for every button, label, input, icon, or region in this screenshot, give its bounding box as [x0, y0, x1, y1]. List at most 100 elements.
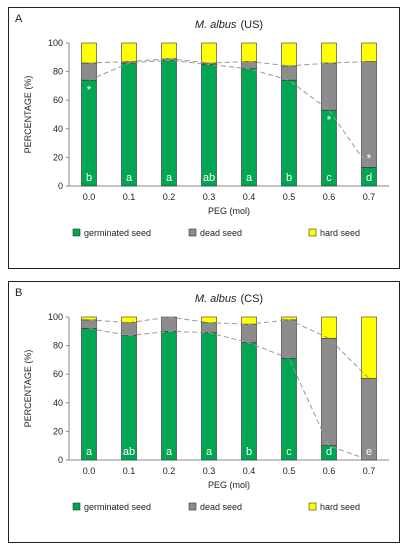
x-tick-label: 0.6	[323, 192, 336, 202]
bar-segment-dead-seed	[281, 319, 297, 359]
bar-segment-hard-seed	[361, 42, 377, 62]
y-tick-label: 60	[53, 95, 63, 105]
y-tick-label: 0	[58, 181, 63, 191]
significance-letter: c	[286, 446, 292, 458]
y-tick-label: 80	[53, 67, 63, 77]
germinated-trend-line	[88, 59, 370, 168]
bar-segment-germinated-seed	[161, 59, 177, 187]
x-tick-label: 0.7	[363, 192, 376, 202]
x-axis-label: PEG (mol)	[208, 206, 250, 216]
x-tick-label: 0.5	[283, 192, 296, 202]
significance-letter: a	[206, 446, 213, 458]
y-tick-label: 40	[53, 124, 63, 134]
dead-trend-line	[88, 58, 370, 67]
x-tick-label: 0.4	[243, 192, 256, 202]
bar-segment-dead-seed	[81, 62, 97, 81]
chart-title-suffix: (US)	[240, 19, 263, 31]
bar-segment-dead-seed	[241, 323, 257, 344]
bar-segment-hard-seed	[161, 42, 177, 60]
asterisk-marker: *	[367, 151, 372, 165]
bar-segment-hard-seed	[281, 42, 297, 67]
y-tick-label: 0	[58, 455, 63, 465]
significance-letter: a	[246, 172, 253, 184]
bar-segment-germinated-seed	[201, 64, 217, 187]
bar-segment-hard-seed	[81, 316, 97, 321]
dead-trend-line	[88, 316, 370, 379]
x-tick-label: 0.3	[203, 466, 216, 476]
significance-letter: d	[326, 446, 332, 458]
chart-title: M. albus (CS)	[195, 293, 263, 305]
bar-segment-hard-seed	[321, 42, 337, 64]
significance-letter: a	[86, 446, 93, 458]
significance-letter: ab	[123, 446, 135, 458]
bar-segment-dead-seed	[281, 65, 297, 81]
significance-letter: b	[86, 172, 92, 184]
bar-segment-hard-seed	[361, 316, 377, 379]
legend-swatch-hard-seed	[308, 502, 317, 511]
bar-segment-germinated-seed	[121, 335, 137, 461]
x-tick-label: 0.1	[123, 466, 136, 476]
bar-segment-germinated-seed	[81, 328, 97, 461]
legend-label-germinated-seed: germinated seed	[84, 228, 151, 238]
significance-letter: b	[246, 446, 252, 458]
legend-label-hard-seed: hard seed	[320, 502, 360, 512]
chart-panel-b: B M. albus (CS) PERCENTAGE (%) 0 20 40 60 80 100 a…	[8, 281, 400, 543]
y-axis-label: PERCENTAGE (%)	[23, 350, 33, 428]
significance-letter: b	[286, 172, 292, 184]
chart-title-suffix: (CS)	[240, 293, 263, 305]
bar-segment-dead-seed	[201, 322, 217, 334]
significance-letter: d	[366, 172, 372, 184]
chart-title-species: M. albus	[195, 293, 237, 305]
panel-letter: B	[15, 287, 22, 299]
bar-segment-dead-seed	[241, 61, 257, 70]
legend-label-germinated-seed: germinated seed	[84, 502, 151, 512]
x-tick-label: 0.2	[163, 192, 176, 202]
chart-panel-a: A M. albus (US) PERCENTAGE (%) 0 20 40 60 80 100 b…	[8, 7, 400, 269]
y-tick-label: 80	[53, 341, 63, 351]
y-axis-label: PERCENTAGE (%)	[23, 76, 33, 154]
bar-segment-dead-seed	[321, 62, 337, 111]
bar-segment-hard-seed	[241, 42, 257, 62]
bar-segment-dead-seed	[121, 322, 137, 336]
bar-segment-hard-seed	[321, 316, 337, 339]
x-tick-label: 0.1	[123, 192, 136, 202]
asterisk-marker: *	[327, 113, 332, 127]
significance-letter: a	[166, 446, 173, 458]
chart-title: M. albus (US)	[195, 19, 263, 31]
significance-letter: e	[366, 446, 372, 458]
legend-swatch-germinated-seed	[72, 228, 81, 237]
bar-segment-germinated-seed	[241, 342, 257, 461]
y-tick-label: 20	[53, 426, 63, 436]
y-tick-label: 20	[53, 152, 63, 162]
bar-segment-germinated-seed	[161, 330, 177, 461]
bar-segment-dead-seed	[81, 319, 97, 329]
bar-segment-hard-seed	[241, 316, 257, 325]
y-tick-label: 100	[48, 312, 63, 322]
bar-segment-germinated-seed	[281, 79, 297, 187]
x-tick-label: 0.3	[203, 192, 216, 202]
bar-segment-germinated-seed	[121, 62, 137, 187]
chart-title-species: M. albus	[195, 19, 237, 31]
x-tick-label: 0.6	[323, 466, 336, 476]
legend-label-dead-seed: dead seed	[200, 228, 242, 238]
asterisk-marker: *	[87, 83, 92, 97]
x-tick-label: 0.4	[243, 466, 256, 476]
bar-segment-germinated-seed	[201, 332, 217, 461]
y-tick-label: 60	[53, 369, 63, 379]
x-axis-label: PEG (mol)	[208, 480, 250, 490]
x-tick-label: 0.7	[363, 466, 376, 476]
y-tick-label: 100	[48, 38, 63, 48]
bar-segment-germinated-seed	[241, 68, 257, 187]
bar-segment-dead-seed	[321, 338, 337, 447]
legend-swatch-germinated-seed	[72, 502, 81, 511]
legend-swatch-dead-seed	[188, 228, 197, 237]
bar-segment-germinated-seed	[281, 358, 297, 461]
bar-segment-dead-seed	[161, 316, 177, 332]
significance-letter: a	[126, 172, 133, 184]
x-tick-label: 0.5	[283, 466, 296, 476]
x-tick-label: 0.2	[163, 466, 176, 476]
bar-segment-hard-seed	[201, 42, 217, 64]
bar-segment-hard-seed	[121, 42, 137, 62]
panel-letter: A	[15, 13, 23, 25]
significance-letter: c	[326, 172, 332, 184]
